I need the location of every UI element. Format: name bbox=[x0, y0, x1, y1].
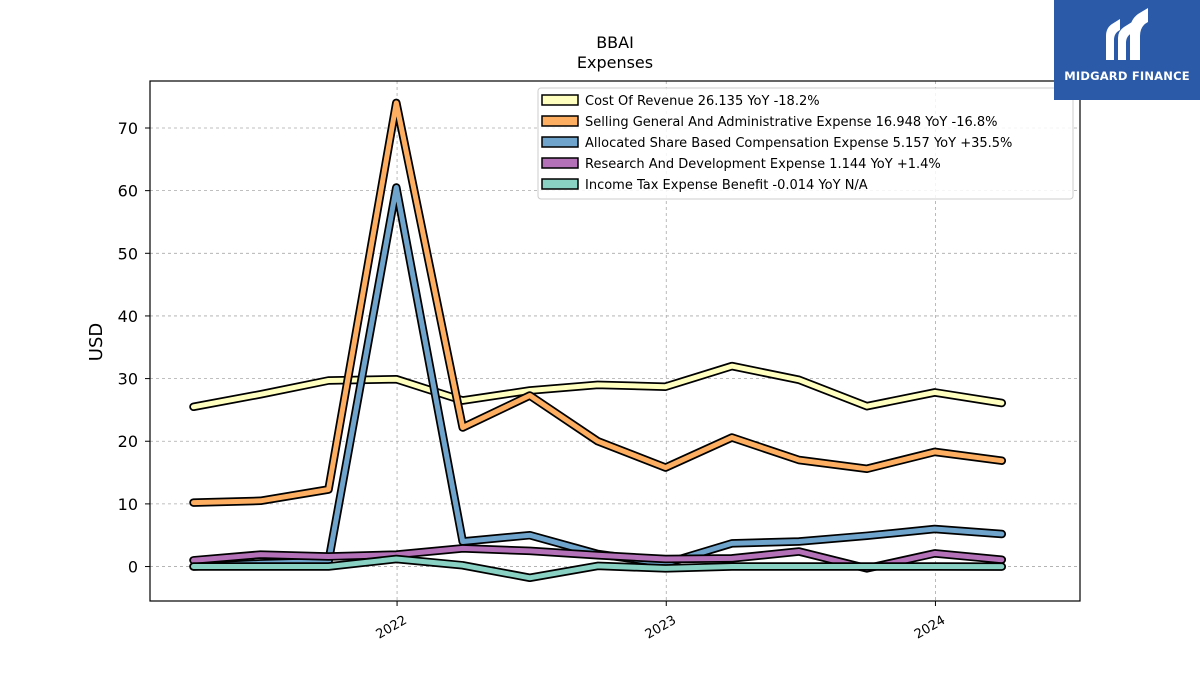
legend-label: Income Tax Expense Benefit -0.014 YoY N/… bbox=[585, 178, 868, 193]
series-lines bbox=[189, 98, 1007, 583]
series-line bbox=[189, 554, 1007, 583]
midgard-m-logo-icon bbox=[1106, 8, 1148, 60]
brand-badge: MIDGARD FINANCE bbox=[1054, 0, 1200, 100]
y-tick-label: 20 bbox=[118, 432, 138, 451]
legend-swatch bbox=[541, 94, 579, 106]
legend: Cost Of Revenue 26.135 YoY -18.2% Selling… bbox=[537, 87, 1074, 200]
x-tick-label: 2022 bbox=[374, 613, 410, 643]
legend-swatch bbox=[541, 157, 579, 169]
legend-box bbox=[537, 87, 1074, 200]
series-line bbox=[189, 183, 1007, 571]
y-axis-label: USD bbox=[86, 323, 107, 361]
plot-frame bbox=[149, 80, 1081, 602]
series-line bbox=[189, 98, 1007, 507]
legend-label: Research And Development Expense 1.144 Y… bbox=[585, 157, 941, 172]
legend-swatch bbox=[541, 178, 579, 190]
y-tick-label: 10 bbox=[118, 495, 138, 514]
x-tick-label: 2023 bbox=[643, 613, 679, 643]
y-tick-label: 0 bbox=[128, 558, 138, 577]
series-line-fill bbox=[191, 556, 1005, 581]
legend-label: Selling General And Administrative Expen… bbox=[585, 115, 998, 130]
chart-subtitle: Expenses bbox=[577, 53, 653, 72]
chart-title: BBAI bbox=[596, 33, 634, 52]
legend-label: Cost Of Revenue 26.135 YoY -18.2% bbox=[585, 94, 820, 109]
y-tick-label: 60 bbox=[118, 182, 138, 201]
legend-swatch bbox=[541, 115, 579, 127]
series-line-outline bbox=[189, 183, 1007, 571]
series-line-fill bbox=[191, 363, 1005, 410]
series-line-fill bbox=[191, 100, 1005, 506]
legend-label: Allocated Share Based Compensation Expen… bbox=[585, 136, 1012, 151]
y-tick-label: 30 bbox=[118, 370, 138, 389]
y-tick-label: 70 bbox=[118, 119, 138, 138]
x-tick-label: 2024 bbox=[912, 613, 948, 643]
brand-name: MIDGARD FINANCE bbox=[1064, 69, 1190, 83]
legend-swatch bbox=[541, 136, 579, 148]
series-line-fill bbox=[191, 185, 1005, 569]
series-line bbox=[189, 361, 1007, 412]
y-tick-label: 50 bbox=[118, 244, 138, 263]
y-tick-label: 40 bbox=[118, 307, 138, 326]
